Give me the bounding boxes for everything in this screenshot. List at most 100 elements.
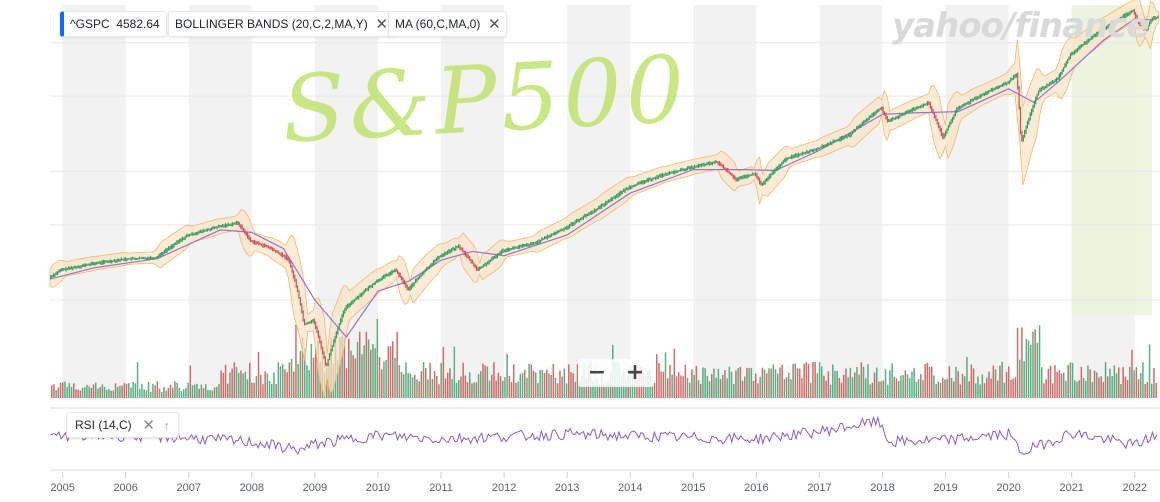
zoom-in-button[interactable]: + <box>620 359 650 387</box>
volume-bar <box>774 369 777 398</box>
volume-bar <box>264 371 266 398</box>
ma-chip[interactable]: MA (60,C,MA,0) ✕ <box>388 11 508 37</box>
move-up-icon[interactable]: ↑ <box>163 417 170 433</box>
volume-bar <box>1049 365 1052 398</box>
volume-bar <box>141 383 143 398</box>
volume-bar <box>202 388 205 398</box>
volume-bar <box>992 365 995 398</box>
volume-bar <box>539 369 541 398</box>
volume-bar <box>211 390 214 398</box>
close-icon[interactable]: ✕ <box>142 417 155 434</box>
volume-bar <box>372 344 374 398</box>
volume-bar <box>273 372 275 398</box>
volume-bar <box>178 387 181 398</box>
volume-bar <box>99 387 101 398</box>
volume-bar <box>90 387 93 398</box>
volume-bar <box>510 382 513 398</box>
symbol-label: ^GSPC <box>70 17 110 31</box>
volume-bar <box>781 364 783 398</box>
volume-bar <box>1074 380 1076 398</box>
volume-bar <box>689 382 691 398</box>
volume-bar <box>1054 365 1056 398</box>
price-candles <box>50 9 1159 367</box>
volume-bar <box>889 370 891 398</box>
volume-bar <box>95 382 97 398</box>
volume-bar <box>306 365 308 398</box>
rsi-chip[interactable]: RSI (14,C) ✕ ↑ <box>66 412 179 438</box>
volume-bar <box>961 373 964 398</box>
volume-bar <box>97 388 99 398</box>
grid <box>50 42 1160 301</box>
volume-bar <box>1078 380 1080 398</box>
volume-bar <box>216 386 218 398</box>
volume-bar <box>858 374 860 398</box>
volume-bar <box>477 374 480 398</box>
volume-bar <box>471 383 473 398</box>
volume-bar <box>825 380 827 398</box>
volume-bar <box>550 374 552 398</box>
volume-bar <box>222 372 225 398</box>
volume-bar <box>436 375 438 398</box>
volume-bar <box>125 383 128 398</box>
close-icon[interactable]: ✕ <box>488 16 501 33</box>
volume-bar <box>473 382 475 398</box>
volume-bar <box>902 375 904 398</box>
x-tick-label: 2020 <box>996 482 1020 494</box>
volume-bar <box>653 382 656 398</box>
volume-bar <box>1133 370 1135 398</box>
volume-bar <box>1034 329 1036 398</box>
volume-bar <box>693 374 695 398</box>
volume-bar <box>827 371 830 398</box>
volume-bar <box>816 373 819 398</box>
volume-bar <box>660 371 662 398</box>
volume-bar <box>240 370 242 398</box>
volume-bar <box>856 367 858 398</box>
volume-bar <box>1032 331 1034 398</box>
volume-bar <box>244 371 247 398</box>
volume-bar <box>220 370 222 398</box>
volume-bar <box>752 380 755 398</box>
volume-bar <box>761 367 764 398</box>
volume-bar <box>785 377 788 398</box>
volume-bar <box>1137 379 1140 398</box>
volume-bar <box>414 374 416 398</box>
volume-bar <box>172 387 174 398</box>
bollinger-chip[interactable]: BOLLINGER BANDS (20,C,2,MA,Y) ✕ <box>168 11 395 37</box>
volume-bar <box>1019 359 1021 398</box>
volume-bar <box>165 390 167 398</box>
zoom-out-button[interactable]: − <box>582 359 612 387</box>
volume-bar <box>1005 371 1008 398</box>
volume-bar <box>68 383 71 398</box>
volume-bar <box>1014 377 1017 398</box>
volume-bar <box>1098 377 1100 398</box>
volume-bar <box>779 367 781 398</box>
volume-bar <box>770 368 772 398</box>
volume-bar <box>891 363 893 398</box>
volume-bar <box>167 387 170 398</box>
volume-bar <box>821 366 823 398</box>
volume-bar <box>554 377 557 398</box>
symbol-chip[interactable]: ^GSPC 4582.64 <box>60 11 167 37</box>
volume-bar <box>341 336 343 398</box>
volume-bar <box>625 380 627 398</box>
close-icon[interactable]: ✕ <box>375 16 389 33</box>
volume-bar <box>128 383 130 398</box>
volume-bar <box>803 363 805 398</box>
volume-bar <box>121 385 123 398</box>
volume-bar <box>55 389 57 398</box>
volume-bar <box>807 363 810 398</box>
volume-bar <box>994 369 997 398</box>
volume-bar <box>917 379 920 398</box>
volume-bar <box>499 376 502 398</box>
volume-bar <box>572 373 574 398</box>
volume-bar <box>686 377 689 398</box>
volume-bar <box>1056 371 1058 398</box>
volume-bar <box>75 389 77 398</box>
x-tick-label: 2014 <box>618 482 642 494</box>
volume-bar <box>284 369 286 398</box>
volume-bar <box>972 368 975 398</box>
volume-bar <box>893 376 896 398</box>
volume-bar <box>462 362 464 398</box>
volume-bar <box>1120 384 1122 398</box>
